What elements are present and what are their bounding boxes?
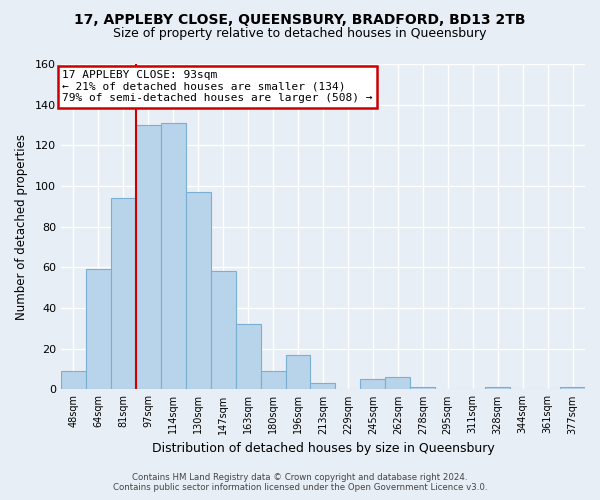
Text: Size of property relative to detached houses in Queensbury: Size of property relative to detached ho… (113, 28, 487, 40)
Text: 17 APPLEBY CLOSE: 93sqm
← 21% of detached houses are smaller (134)
79% of semi-d: 17 APPLEBY CLOSE: 93sqm ← 21% of detache… (62, 70, 373, 103)
Bar (61, 371, 86, 390)
Bar (161, 123, 186, 390)
X-axis label: Distribution of detached houses by size in Queensbury: Distribution of detached houses by size … (152, 442, 494, 455)
Text: Contains HM Land Registry data © Crown copyright and database right 2024.
Contai: Contains HM Land Registry data © Crown c… (113, 473, 487, 492)
Bar (310, 384, 335, 390)
Bar (286, 355, 310, 390)
Bar (211, 272, 236, 390)
Bar (361, 380, 385, 390)
Bar (485, 388, 510, 390)
Y-axis label: Number of detached properties: Number of detached properties (15, 134, 28, 320)
Bar (385, 377, 410, 390)
Bar (260, 371, 286, 390)
Bar (236, 324, 260, 390)
Bar (136, 125, 161, 390)
Bar (560, 388, 585, 390)
Bar (111, 198, 136, 390)
Bar (86, 270, 111, 390)
Bar (186, 192, 211, 390)
Text: 17, APPLEBY CLOSE, QUEENSBURY, BRADFORD, BD13 2TB: 17, APPLEBY CLOSE, QUEENSBURY, BRADFORD,… (74, 12, 526, 26)
Bar (410, 388, 435, 390)
